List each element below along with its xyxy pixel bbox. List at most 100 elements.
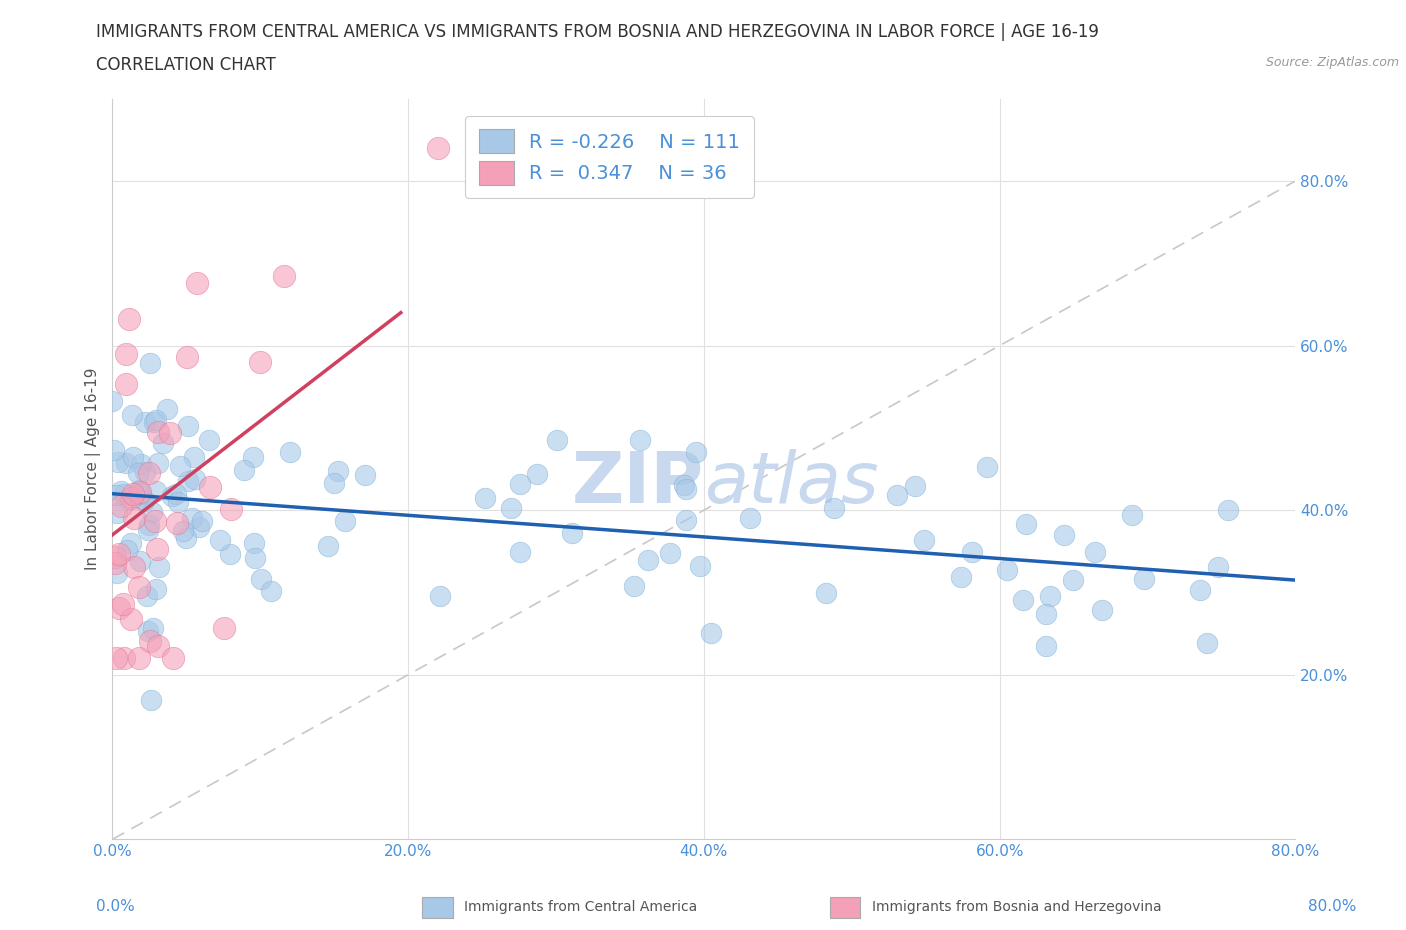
Point <box>129 457 152 472</box>
Point <box>1206 559 1229 574</box>
Point <box>159 425 181 440</box>
Point <box>904 478 927 493</box>
Point <box>685 445 707 459</box>
Point <box>121 407 143 422</box>
Point <box>136 624 159 639</box>
Point <box>128 651 150 666</box>
Point <box>183 472 205 486</box>
Point <box>120 536 142 551</box>
Point <box>561 525 583 540</box>
Text: Source: ZipAtlas.com: Source: ZipAtlas.com <box>1265 56 1399 69</box>
Point <box>1216 502 1239 517</box>
Point <box>429 589 451 604</box>
Point <box>186 275 208 290</box>
Point <box>949 570 972 585</box>
Point <box>128 486 150 501</box>
Point <box>124 487 146 502</box>
Point <box>166 495 188 510</box>
Point <box>146 639 169 654</box>
Point <box>135 589 157 604</box>
Point <box>209 532 232 547</box>
Point <box>138 465 160 480</box>
Point <box>499 500 522 515</box>
Point <box>509 544 531 559</box>
Point <box>672 477 695 492</box>
Point <box>181 511 204 525</box>
Point <box>242 449 264 464</box>
Point <box>1035 639 1057 654</box>
Text: ZIP: ZIP <box>572 449 704 518</box>
Point <box>1039 589 1062 604</box>
Point <box>176 350 198 365</box>
Point <box>115 542 138 557</box>
Point <box>105 487 128 502</box>
Point <box>112 486 135 501</box>
Point <box>249 354 271 369</box>
Point <box>129 485 152 499</box>
Point <box>139 692 162 707</box>
Point <box>426 140 449 155</box>
Point <box>176 418 198 433</box>
Point <box>134 415 156 430</box>
Point <box>112 651 135 666</box>
Point <box>107 455 129 470</box>
Text: CORRELATION CHART: CORRELATION CHART <box>96 56 276 73</box>
Point <box>191 513 214 528</box>
Point <box>128 579 150 594</box>
Point <box>1053 527 1076 542</box>
Point <box>146 541 169 556</box>
Point <box>152 435 174 450</box>
Point <box>335 514 357 529</box>
Point <box>145 413 167 428</box>
Point <box>103 443 125 458</box>
Point <box>117 493 139 508</box>
Point <box>141 504 163 519</box>
Point <box>121 449 143 464</box>
Point <box>139 633 162 648</box>
Point <box>101 393 124 408</box>
Point <box>146 425 169 440</box>
Point <box>354 468 377 483</box>
Text: atlas: atlas <box>704 449 879 518</box>
Text: 80.0%: 80.0% <box>1309 899 1357 914</box>
Point <box>823 500 845 515</box>
Text: IMMIGRANTS FROM CENTRAL AMERICA VS IMMIGRANTS FROM BOSNIA AND HERZEGOVINA IN LAB: IMMIGRANTS FROM CENTRAL AMERICA VS IMMIG… <box>96 23 1098 41</box>
Point <box>962 544 984 559</box>
Point <box>198 479 221 494</box>
Point <box>273 268 295 283</box>
Point <box>142 620 165 635</box>
Point <box>886 487 908 502</box>
Point <box>995 563 1018 578</box>
Point <box>118 312 141 326</box>
Point <box>1084 544 1107 559</box>
Point <box>1189 582 1212 597</box>
Point <box>112 596 135 611</box>
Point <box>219 547 242 562</box>
Point <box>138 356 160 371</box>
Point <box>146 456 169 471</box>
Point <box>509 477 531 492</box>
Point <box>172 524 194 538</box>
Point <box>110 484 132 498</box>
Point <box>108 601 131 616</box>
Point <box>250 572 273 587</box>
Point <box>174 530 197 545</box>
Point <box>115 455 138 470</box>
Point <box>105 505 128 520</box>
Point <box>129 554 152 569</box>
Point <box>188 520 211 535</box>
Y-axis label: In Labor Force | Age 16-19: In Labor Force | Age 16-19 <box>86 367 101 570</box>
Point <box>1015 516 1038 531</box>
Point <box>219 502 242 517</box>
Point <box>143 513 166 528</box>
Point <box>104 651 127 666</box>
Point <box>815 586 838 601</box>
Point <box>474 491 496 506</box>
Point <box>134 465 156 480</box>
Point <box>316 538 339 553</box>
Point <box>659 545 682 560</box>
Point <box>105 565 128 580</box>
Text: Immigrants from Central America: Immigrants from Central America <box>464 899 697 914</box>
Point <box>212 620 235 635</box>
Point <box>260 584 283 599</box>
